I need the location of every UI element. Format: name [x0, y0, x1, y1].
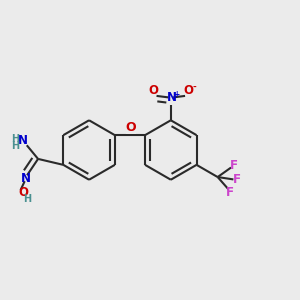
Text: H: H [23, 194, 31, 204]
Text: F: F [226, 186, 233, 199]
Text: O: O [19, 186, 29, 199]
Text: O: O [126, 121, 136, 134]
Text: H: H [11, 134, 19, 144]
Text: F: F [233, 173, 241, 186]
Text: N: N [18, 134, 28, 147]
Text: O: O [183, 84, 193, 98]
Text: F: F [230, 159, 238, 172]
Text: N: N [21, 172, 31, 185]
Text: O: O [148, 84, 159, 98]
Text: N: N [167, 92, 176, 104]
Text: H: H [11, 141, 19, 151]
Text: +: + [173, 90, 179, 99]
Text: -: - [193, 82, 196, 91]
